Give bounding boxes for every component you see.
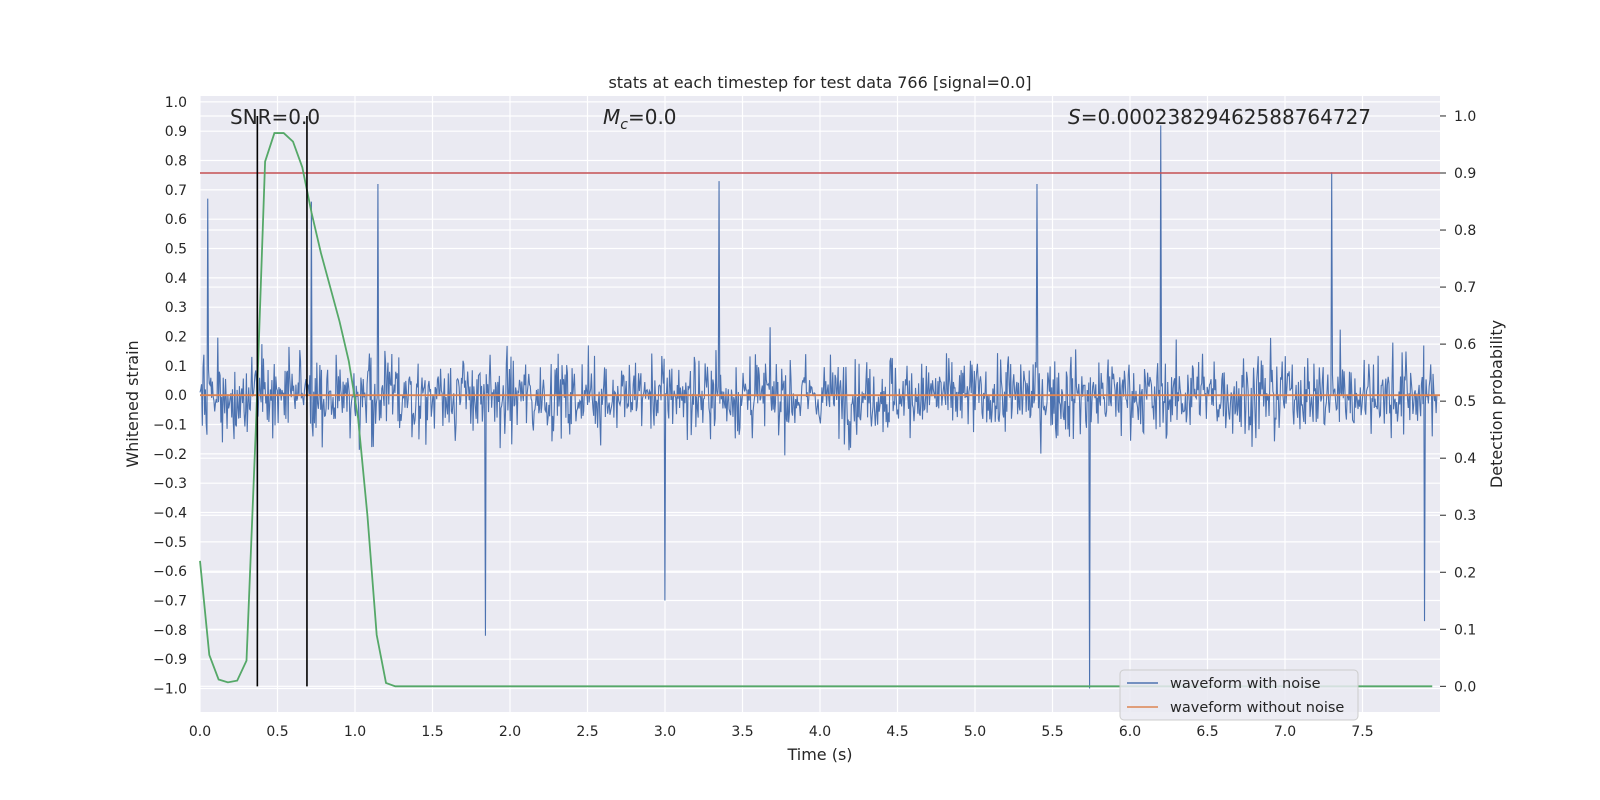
y-tick-label-left: 0.5	[165, 242, 187, 258]
x-tick-label: 7.0	[1274, 724, 1296, 740]
y-tick-label-left: −0.4	[153, 506, 187, 522]
s-symbol: S	[1068, 105, 1081, 129]
x-tick-label: 3.5	[731, 724, 753, 740]
y-tick-label-right: 0.8	[1454, 223, 1476, 239]
y-tick-label-right: 0.9	[1454, 166, 1476, 182]
s-annotation: S=0.00023829462588764727	[1068, 105, 1371, 129]
x-tick-label: 3.0	[654, 724, 676, 740]
y-tick-label-right: 0.0	[1454, 679, 1476, 695]
y-tick-label-left: −0.7	[153, 594, 187, 610]
y-tick-label-right: 0.2	[1454, 565, 1476, 581]
y-tick-label-left: −0.1	[153, 418, 187, 434]
snr-annotation: SNR=0.0	[230, 105, 320, 129]
x-tick-label: 0.5	[266, 724, 288, 740]
y-tick-label-left: 0.7	[165, 183, 187, 199]
y-tick-label-left: 0.9	[165, 124, 187, 140]
y-axis-label-right: Detection probability	[1487, 320, 1506, 488]
x-tick-label: 0.0	[189, 724, 211, 740]
y-ticks-right: 1.0 0.9 0.8 0.7 0.6 0.5 0.4 0.3 0.2 0.1 0.0	[1440, 109, 1476, 695]
legend-label-clean: waveform without noise	[1170, 700, 1344, 716]
chirp-mass-symbol: M	[603, 105, 620, 129]
x-tick-label: 4.0	[809, 724, 831, 740]
y-tick-label-right: 1.0	[1454, 109, 1476, 125]
legend-box	[1119, 669, 1359, 721]
y-tick-label-left: 0.3	[165, 300, 187, 316]
y-tick-label-left: 1.0	[165, 95, 187, 111]
x-tick-label: 2.0	[499, 724, 521, 740]
y-tick-label-right: 0.7	[1454, 280, 1476, 296]
y-tick-label-left: −0.9	[153, 652, 187, 668]
y-tick-label-left: −0.8	[153, 623, 187, 639]
y-tick-label-left: −0.6	[153, 564, 187, 580]
y-tick-label-left: 0.8	[165, 154, 187, 170]
chart-marks	[199, 115, 1440, 689]
y-ticks-left: 1.0 0.9 0.8 0.7 0.6 0.5 0.4 0.3 0.2 0.1 0.0 −0.1 −0.…	[153, 95, 187, 698]
x-tick-label: 6.5	[1196, 724, 1218, 740]
x-tick-label: 4.5	[886, 724, 908, 740]
chirp-mass-subscript: c	[620, 117, 628, 133]
s-value: =0.00023829462588764727	[1081, 105, 1371, 129]
legend: waveform with noise waveform without noi…	[1119, 669, 1359, 721]
y-tick-label-left: −1.0	[153, 682, 187, 698]
x-tick-label: 1.0	[344, 724, 366, 740]
y-tick-label-left: 0.2	[165, 330, 187, 346]
y-tick-label-left: 0.4	[165, 271, 187, 287]
x-tick-label: 6.0	[1119, 724, 1141, 740]
x-tick-label: 7.5	[1351, 724, 1373, 740]
y-tick-label-right: 0.3	[1454, 508, 1476, 524]
x-tick-label: 2.5	[576, 724, 598, 740]
y-tick-label-right: 0.4	[1454, 451, 1476, 467]
y-tick-label-left: −0.2	[153, 447, 187, 463]
chirp-mass-value: =0.0	[628, 105, 677, 129]
x-axis-label: Time (s)	[786, 745, 852, 764]
legend-label-noise: waveform with noise	[1170, 676, 1321, 692]
x-tick-label: 5.0	[964, 724, 986, 740]
y-tick-label-left: 0.6	[165, 212, 187, 228]
y-tick-label-left: 0.0	[165, 388, 187, 404]
chirp-mass-annotation: Mc=0.0	[603, 105, 677, 133]
y-tick-label-left: −0.5	[153, 535, 187, 551]
y-axis-label-left: Whitened strain	[123, 340, 142, 467]
y-tick-label-right: 0.6	[1454, 337, 1476, 353]
x-tick-label: 1.5	[421, 724, 443, 740]
y-tick-label-left: 0.1	[165, 359, 187, 375]
y-tick-label-left: −0.3	[153, 476, 187, 492]
x-tick-label: 5.5	[1041, 724, 1063, 740]
waveform-with-noise-line	[199, 125, 1438, 689]
x-ticks: 0.0 0.5 1.0 1.5 2.0 2.5 3.0 3.5 4.0 4.5 5.0 5.5 6.0 6…	[189, 724, 1374, 740]
chart-title: stats at each timestep for test data 766…	[608, 73, 1031, 92]
y-tick-label-right: 0.5	[1454, 394, 1476, 410]
y-tick-label-right: 0.1	[1454, 622, 1476, 638]
